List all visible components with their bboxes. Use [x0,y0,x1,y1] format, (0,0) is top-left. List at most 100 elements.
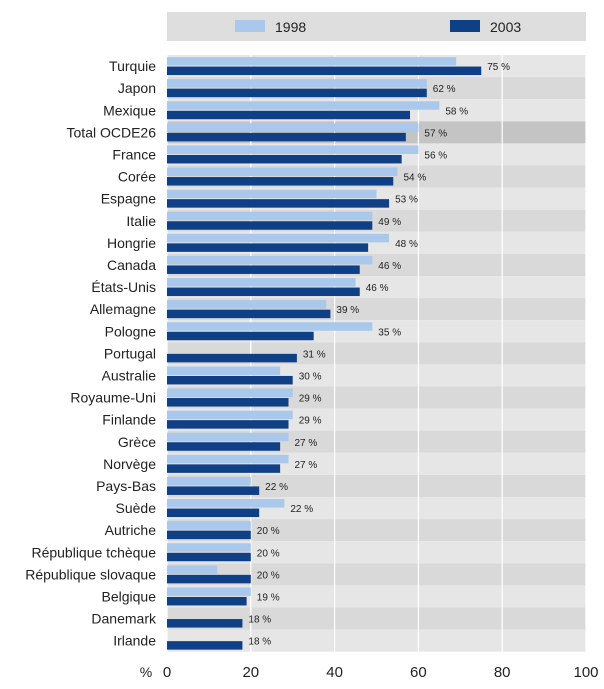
value-label: 75 % [487,62,510,73]
bar-1998 [167,477,251,486]
x-tick-label: 100 [573,664,598,681]
category-label: Irlande [113,633,156,649]
bar-1998 [167,278,356,287]
bar-2003 [167,575,251,584]
category-label: Grèce [118,434,156,450]
bar-2003 [167,199,389,208]
bar-1998 [167,411,293,420]
value-label: 62 % [433,84,456,95]
value-label: 29 % [299,416,322,427]
legend-label: 1998 [275,19,306,35]
category-label: Espagne [101,191,156,207]
value-label: 54 % [403,173,426,184]
value-label: 31 % [303,349,326,360]
bar-2003 [167,398,289,407]
value-label: 35 % [378,327,401,338]
value-label: 46 % [378,261,401,272]
bar-1998 [167,212,372,221]
value-label: 39 % [336,305,359,316]
bar-1998 [167,565,217,574]
value-label: 27 % [295,438,318,449]
category-label: Corée [118,169,156,185]
bar-2003 [167,332,314,341]
category-label: Pologne [105,323,157,339]
category-labels: TurquieJaponMexiqueTotal OCDE26FranceCor… [25,58,157,649]
legend-swatch [450,20,480,32]
value-label: 20 % [257,570,280,581]
category-label: Danemark [91,611,157,627]
bar-1998 [167,433,289,442]
value-label: 19 % [257,592,280,603]
value-label: 22 % [290,504,313,515]
category-label: Suède [116,500,157,516]
bar-2003 [167,354,297,363]
category-label: République slovaque [25,566,156,582]
category-label: Hongrie [107,235,156,251]
bar-2003 [167,464,280,473]
bar-2003 [167,133,406,142]
category-label: États-Unis [91,279,156,295]
bar-2003 [167,442,280,451]
value-label: 48 % [395,239,418,250]
x-axis-unit: % [140,664,152,680]
category-label: Australie [102,367,157,383]
category-label: Belgique [102,588,157,604]
bar-2003 [167,243,368,252]
bar-2003 [167,597,247,606]
bar-1998 [167,366,280,375]
category-label: Allemagne [90,301,156,317]
bar-1998 [167,389,293,398]
value-label: 18 % [248,637,271,648]
value-label: 20 % [257,526,280,537]
category-label: Italie [126,213,156,229]
category-label: France [112,146,156,162]
bar-1998 [167,57,456,66]
legend: 1998 2003 [167,12,586,41]
bar-2003 [167,177,393,186]
category-label: Royaume-Uni [70,390,156,406]
category-label: Norvège [103,456,156,472]
bar-1998 [167,190,377,199]
bar-1998 [167,587,251,596]
bar-1998 [167,455,289,464]
legend-label: 2003 [490,19,521,35]
bar-2003 [167,288,360,297]
plot-background [167,55,586,652]
bar-2003 [167,531,251,540]
category-label: Total OCDE26 [67,124,157,140]
legend-background [167,12,586,41]
bar-1998 [167,521,251,530]
bar-1998 [167,168,397,177]
value-label: 22 % [265,482,288,493]
bar-2003 [167,89,427,98]
value-label: 20 % [257,548,280,559]
x-tick-label: 80 [494,664,511,681]
bar-1998 [167,145,418,154]
bar-2003 [167,641,242,650]
value-label: 30 % [299,371,322,382]
bar-1998 [167,79,427,88]
category-label: Canada [107,257,156,273]
bar-1998 [167,322,372,331]
bar-1998 [167,234,389,243]
x-tick-label: 20 [242,664,259,681]
bar-2003 [167,486,259,495]
category-label: Pays-Bas [96,478,156,494]
category-label: République tchèque [31,544,156,560]
bar-1998 [167,543,251,552]
value-label: 57 % [424,128,447,139]
value-label: 46 % [366,283,389,294]
bar-2003 [167,509,259,518]
x-tick-label: 40 [326,664,343,681]
bar-2003 [167,265,360,274]
category-label: Portugal [104,345,156,361]
value-label: 53 % [395,195,418,206]
category-label: Mexique [103,102,156,118]
x-tick-label: 60 [410,664,427,681]
x-axis: 020406080100% [140,664,599,681]
legend-swatch [235,20,265,32]
category-label: Autriche [105,522,157,538]
category-label: Finlande [102,412,156,428]
